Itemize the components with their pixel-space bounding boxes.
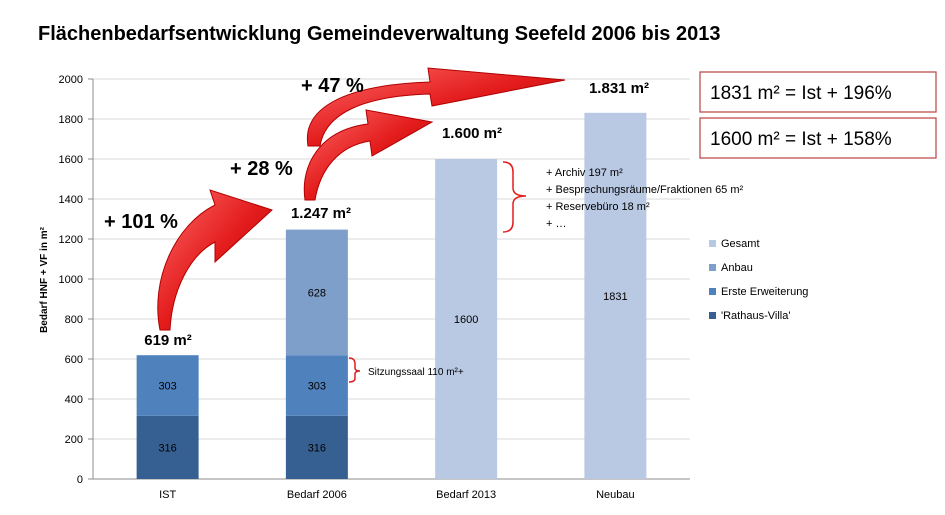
y-tick-label: 1200 xyxy=(59,234,83,246)
info-box-2-text: 1600 m² = Ist + 158% xyxy=(710,129,892,150)
bar-segment xyxy=(285,229,348,356)
total-label: 1.831 m² xyxy=(589,80,649,97)
total-label: 1.247 m² xyxy=(291,205,351,222)
bedarf-2013-item: + Archiv 197 m² xyxy=(546,167,623,179)
bedarf-2013-items: + Archiv 197 m² + Besprechungsräume/Frakt… xyxy=(546,167,744,230)
sitzungssaal-bracket xyxy=(348,357,361,383)
total-label: 1.600 m² xyxy=(442,125,502,142)
y-tick-label: 1800 xyxy=(59,114,83,126)
bar-segment xyxy=(285,355,348,416)
bar-value-label: 316 xyxy=(158,442,176,454)
legend-entry: Anbau xyxy=(721,262,753,274)
bar-value-label: 303 xyxy=(158,381,176,393)
legend-swatch xyxy=(709,240,716,247)
growth-label: + 28 % xyxy=(230,158,293,180)
y-tick-label: 1000 xyxy=(59,274,83,286)
growth-arrow-2 xyxy=(303,109,434,201)
growth-arrow-3 xyxy=(306,67,566,147)
y-tick-label: 1400 xyxy=(59,194,83,206)
bedarf-2013-bracket xyxy=(502,161,527,233)
total-label: 619 m² xyxy=(144,332,192,349)
info-box-1 xyxy=(699,71,937,113)
legend-entry: Erste Erweiterung xyxy=(721,286,808,298)
x-tick-label: Neubau xyxy=(596,489,635,501)
bar-segment xyxy=(136,415,199,479)
legend-entry: 'Rathaus-Villa' xyxy=(721,310,790,322)
growth-arrows xyxy=(157,67,566,331)
legend-entry: Gesamt xyxy=(721,238,760,250)
y-tick-label: 1600 xyxy=(59,154,83,166)
bar-value-label: 1600 xyxy=(454,314,478,326)
growth-label: + 101 % xyxy=(104,211,178,233)
legend-swatch xyxy=(709,312,716,319)
info-box-1-text: 1831 m² = Ist + 196% xyxy=(710,83,892,104)
bar-value-label: 303 xyxy=(308,381,326,393)
y-tick-label: 0 xyxy=(77,474,83,486)
growth-labels: + 101 % + 28 % + 47 % xyxy=(104,75,364,233)
growth-arrow-1 xyxy=(157,189,273,331)
x-axis-ticks: IST Bedarf 2006 Bedarf 2013 Neubau xyxy=(159,489,635,501)
y-axis-label: Bedarf HNF + VF in m² xyxy=(39,226,50,333)
bar-value-label: 316 xyxy=(308,442,326,454)
legend-swatch xyxy=(709,264,716,271)
y-axis-ticks: 0 200 400 600 800 1000 1200 1400 1600 1800 2000 xyxy=(59,74,83,486)
legend-swatch xyxy=(709,288,716,295)
bar-segment xyxy=(136,355,199,416)
growth-label: + 47 % xyxy=(301,75,364,97)
bedarf-2013-item: + … xyxy=(546,218,566,230)
total-labels: 619 m² 1.247 m² 1.600 m² 1.831 m² xyxy=(144,80,649,349)
chart-title: Flächenbedarfsentwicklung Gemeindeverwal… xyxy=(38,23,720,45)
y-tick-label: 200 xyxy=(65,434,83,446)
bedarf-2013-item: + Reservebüro 18 m² xyxy=(546,201,650,213)
x-tick-label: Bedarf 2006 xyxy=(287,489,347,501)
info-box-2 xyxy=(699,117,937,159)
y-tick-label: 600 xyxy=(65,354,83,366)
bar-segment xyxy=(435,159,498,479)
x-tick-label: IST xyxy=(159,489,176,501)
bedarf-2013-item: + Besprechungsräume/Fraktionen 65 m² xyxy=(546,184,744,196)
y-tick-label: 2000 xyxy=(59,74,83,86)
bar-segment xyxy=(285,415,348,479)
bar-value-label: 628 xyxy=(308,287,326,299)
y-tick-label: 400 xyxy=(65,394,83,406)
y-tick-label: 800 xyxy=(65,314,83,326)
bars: 316 303 316 303 628 1600 1831 xyxy=(136,112,647,480)
bar-segment xyxy=(584,112,647,480)
x-tick-label: Bedarf 2013 xyxy=(436,489,496,501)
legend: Gesamt Anbau Erste Erweiterung 'Rathaus-Vil… xyxy=(709,238,808,322)
bar-value-label: 1831 xyxy=(603,291,627,303)
sitzungssaal-annotation: Sitzungssaal 110 m²+ xyxy=(368,367,464,378)
